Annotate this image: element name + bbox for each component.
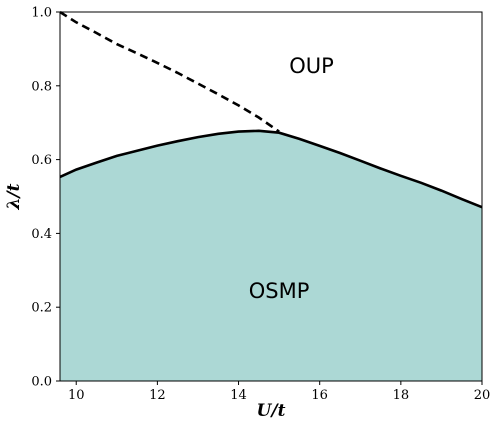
phase-boundary-solid-line [59, 129, 483, 209]
y-axis-label: λ/t [4, 183, 24, 210]
y-tick-label: 0.8 [31, 79, 52, 94]
y-tick-label: 1.0 [31, 6, 52, 21]
x-tick-label: 16 [311, 388, 328, 403]
plot-area [59, 10, 483, 382]
x-tick-label: 20 [474, 388, 490, 403]
x-axis: 10 12 14 16 18 20 [68, 381, 490, 403]
region-label-oup: OUP [289, 54, 334, 78]
y-tick-label: 0.0 [31, 375, 52, 390]
x-axis-label: U/t [257, 401, 286, 421]
y-axis: 0.0 0.2 0.4 0.6 0.8 1.0 [31, 6, 60, 390]
region-label-osmp: OSMP [249, 279, 310, 303]
x-tick-label: 10 [68, 388, 85, 403]
plot-frame [59, 11, 483, 382]
x-tick-label: 14 [230, 388, 247, 403]
y-tick-label: 0.2 [31, 301, 52, 316]
x-tick-label: 18 [393, 388, 410, 403]
y-tick-label: 0.6 [31, 153, 52, 168]
x-tick-label: 12 [149, 388, 166, 403]
osmp-fill-region [60, 130, 482, 381]
y-tick-label: 0.4 [31, 227, 52, 242]
phase-boundary-dashed-line [59, 10, 280, 133]
